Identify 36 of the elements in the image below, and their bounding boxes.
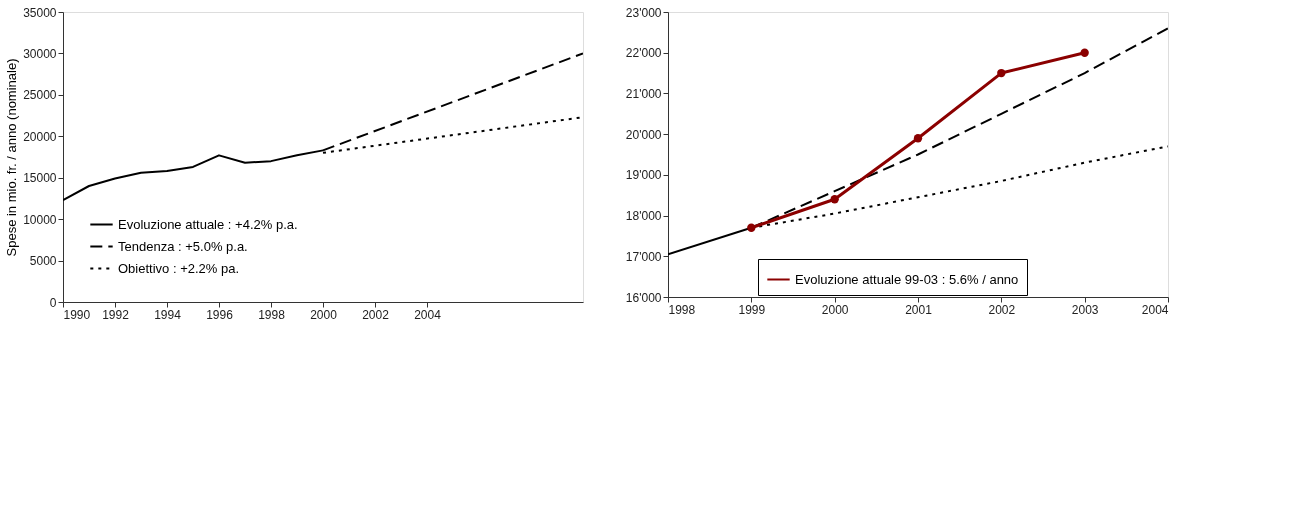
legend-label: Evoluzione attuale : +4.2% p.a.: [118, 216, 298, 232]
x-tick-label: 2000: [821, 302, 849, 317]
legend-label: Evoluzione attuale 99-03 : 5.6% / anno: [795, 271, 1019, 287]
x-tick-label: 2002: [362, 307, 390, 322]
x-tick-label: 1999: [738, 302, 766, 317]
legend-label: Tendenza : +5.0% p.a.: [118, 238, 248, 254]
y-tick-label: 0: [49, 295, 57, 310]
y-tick-label: 35000: [23, 5, 57, 20]
x-tick-label: 2004: [414, 307, 442, 322]
legend-label: Obiettivo : +2.2% pa.: [118, 260, 240, 276]
x-tick-label: 1998: [668, 302, 696, 317]
y-tick-label: 19'000: [625, 168, 662, 183]
y-tick-label: 17'000: [625, 249, 662, 264]
x-tick-label: 2004: [1141, 302, 1169, 317]
y-tick-label: 20000: [23, 129, 57, 144]
y-tick-label: 20'000: [625, 127, 662, 142]
x-tick-label: 1994: [154, 307, 182, 322]
x-tick-label: 1996: [206, 307, 234, 322]
x-tick-label: 2002: [988, 302, 1016, 317]
y-tick-label: 18'000: [625, 209, 662, 224]
x-tick-label: 1992: [102, 307, 130, 322]
y-tick-label: 21'000: [625, 86, 662, 101]
x-tick-label: 1998: [258, 307, 286, 322]
y-tick-label: 25000: [23, 88, 57, 103]
x-tick-label: 2001: [905, 302, 933, 317]
y-tick-label: 16'000: [625, 290, 662, 305]
y-tick-label: 10000: [23, 212, 57, 227]
y-tick-label: 23'000: [625, 5, 662, 20]
x-tick-label: 2003: [1071, 302, 1099, 317]
y-tick-label: 30000: [23, 46, 57, 61]
x-tick-label: 2000: [310, 307, 338, 322]
y-tick-label: 15000: [23, 171, 57, 186]
y-tick-label: 5000: [29, 254, 57, 269]
y-tick-label: 22'000: [625, 46, 662, 61]
y-axis-title: Spese in mio. fr. / anno (nominale): [4, 58, 20, 257]
x-tick-label: 1990: [63, 307, 91, 322]
